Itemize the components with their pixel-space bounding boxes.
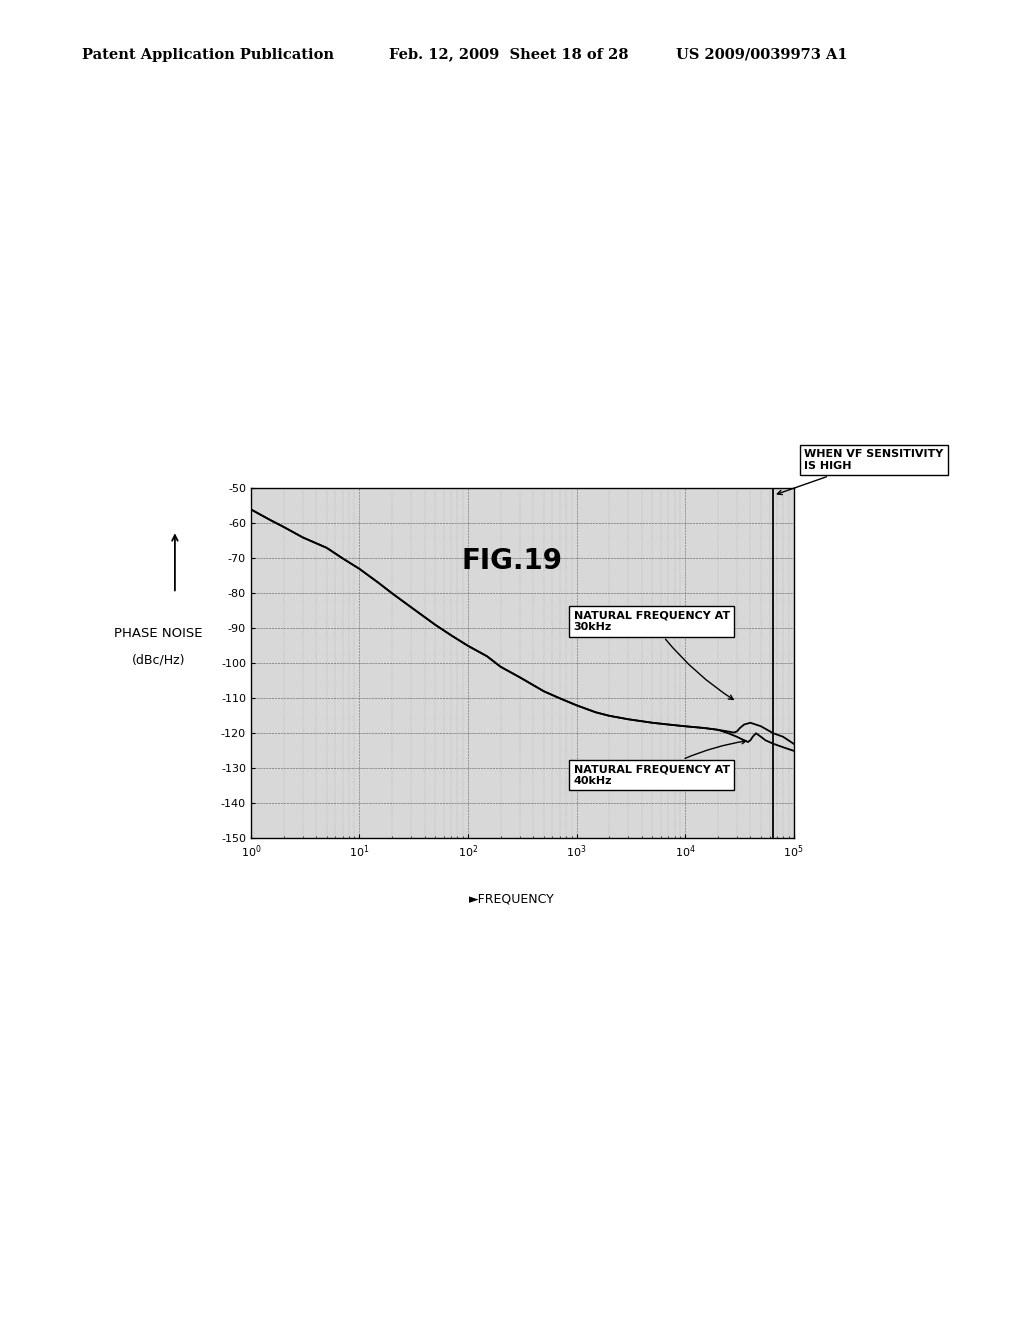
Text: FIG.19: FIG.19: [462, 546, 562, 576]
Text: PHASE NOISE: PHASE NOISE: [115, 627, 203, 640]
Text: US 2009/0039973 A1: US 2009/0039973 A1: [676, 48, 848, 62]
Text: Patent Application Publication: Patent Application Publication: [82, 48, 334, 62]
Text: NATURAL FREQUENCY AT
30kHz: NATURAL FREQUENCY AT 30kHz: [573, 611, 733, 700]
Text: Feb. 12, 2009  Sheet 18 of 28: Feb. 12, 2009 Sheet 18 of 28: [389, 48, 629, 62]
Text: ►FREQUENCY: ►FREQUENCY: [469, 892, 554, 906]
Text: (dBc/Hz): (dBc/Hz): [132, 653, 185, 667]
Text: WHEN VF SENSITIVITY
IS HIGH: WHEN VF SENSITIVITY IS HIGH: [777, 449, 944, 495]
Text: NATURAL FREQUENCY AT
40kHz: NATURAL FREQUENCY AT 40kHz: [573, 739, 746, 785]
